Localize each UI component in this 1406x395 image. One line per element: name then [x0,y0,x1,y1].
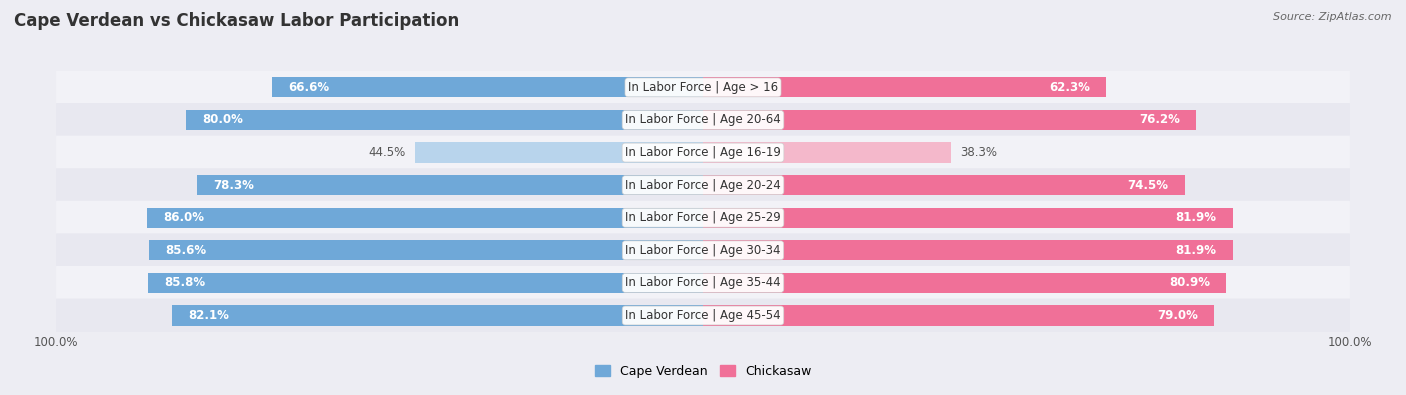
Text: 66.6%: 66.6% [288,81,329,94]
Bar [703,175,1185,195]
Legend: Cape Verdean, Chickasaw: Cape Verdean, Chickasaw [589,360,817,383]
Text: 74.5%: 74.5% [1128,179,1168,192]
FancyBboxPatch shape [56,299,1350,333]
Bar [703,110,1197,130]
Text: 62.3%: 62.3% [1049,81,1090,94]
Text: 76.2%: 76.2% [1139,113,1180,126]
Bar [703,305,1213,325]
Bar [172,305,703,325]
Text: 79.0%: 79.0% [1157,309,1198,322]
Text: 85.8%: 85.8% [165,276,205,290]
Text: In Labor Force | Age 25-29: In Labor Force | Age 25-29 [626,211,780,224]
Bar [197,175,703,195]
Text: In Labor Force | Age 30-34: In Labor Force | Age 30-34 [626,244,780,257]
Bar [149,240,703,260]
FancyBboxPatch shape [56,168,1350,202]
Bar [703,143,950,163]
Text: In Labor Force | Age 20-64: In Labor Force | Age 20-64 [626,113,780,126]
FancyBboxPatch shape [56,233,1350,267]
FancyBboxPatch shape [56,70,1350,104]
Text: 78.3%: 78.3% [212,179,253,192]
Text: Source: ZipAtlas.com: Source: ZipAtlas.com [1274,12,1392,22]
Bar [273,77,703,98]
Bar [703,240,1233,260]
Text: In Labor Force | Age 20-24: In Labor Force | Age 20-24 [626,179,780,192]
FancyBboxPatch shape [56,135,1350,169]
FancyBboxPatch shape [56,201,1350,235]
FancyBboxPatch shape [56,266,1350,300]
Bar [703,273,1226,293]
Text: 85.6%: 85.6% [166,244,207,257]
Text: 82.1%: 82.1% [188,309,229,322]
Bar [186,110,703,130]
Bar [703,208,1233,228]
Text: In Labor Force | Age 35-44: In Labor Force | Age 35-44 [626,276,780,290]
Text: 80.0%: 80.0% [202,113,243,126]
Bar [415,143,703,163]
Bar [703,77,1107,98]
Text: In Labor Force | Age > 16: In Labor Force | Age > 16 [628,81,778,94]
FancyBboxPatch shape [56,103,1350,137]
Text: Cape Verdean vs Chickasaw Labor Participation: Cape Verdean vs Chickasaw Labor Particip… [14,12,460,30]
Text: 80.9%: 80.9% [1168,276,1211,290]
Bar [146,208,703,228]
Text: 86.0%: 86.0% [163,211,204,224]
Text: In Labor Force | Age 45-54: In Labor Force | Age 45-54 [626,309,780,322]
Text: 38.3%: 38.3% [960,146,997,159]
Text: 81.9%: 81.9% [1175,244,1216,257]
Text: In Labor Force | Age 16-19: In Labor Force | Age 16-19 [626,146,780,159]
Text: 81.9%: 81.9% [1175,211,1216,224]
Text: 44.5%: 44.5% [368,146,405,159]
Bar [148,273,703,293]
